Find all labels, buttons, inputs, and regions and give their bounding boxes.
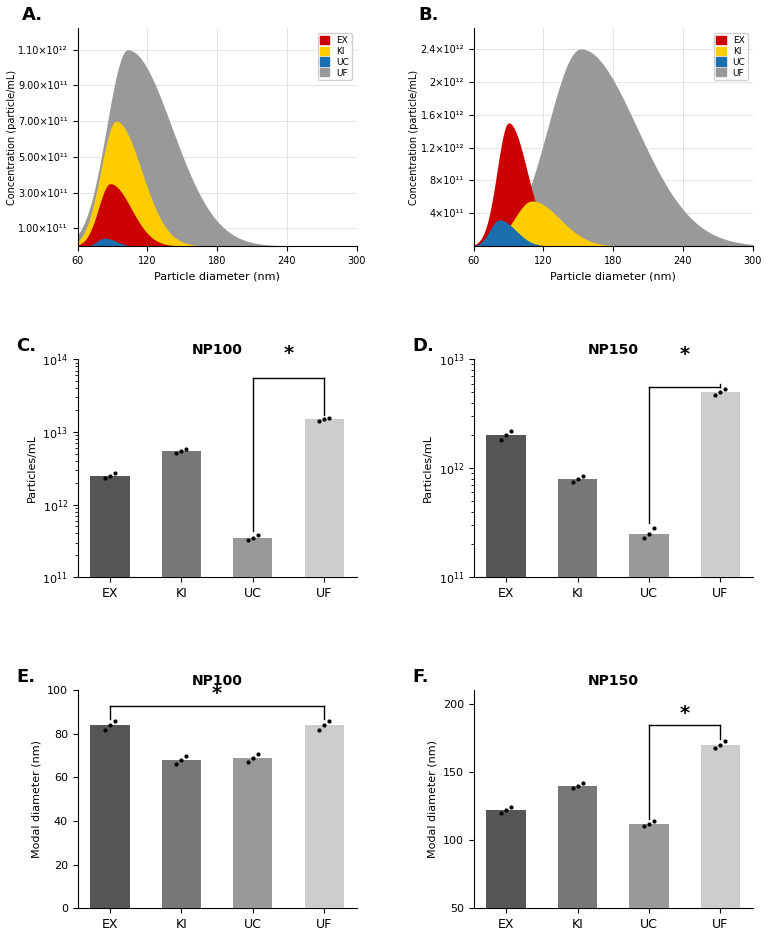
- Text: E.: E.: [16, 668, 36, 686]
- Y-axis label: Modal diameter (nm): Modal diameter (nm): [31, 741, 41, 858]
- Text: *: *: [680, 704, 690, 723]
- Title: NP150: NP150: [587, 674, 639, 688]
- Bar: [161, 760, 201, 908]
- Bar: [233, 758, 272, 908]
- Bar: [487, 810, 525, 946]
- Title: NP100: NP100: [192, 342, 243, 357]
- Bar: [305, 419, 344, 946]
- Y-axis label: Modal diameter (nm): Modal diameter (nm): [428, 741, 438, 858]
- Bar: [161, 451, 201, 946]
- Legend: EX, KI, UC, UF: EX, KI, UC, UF: [317, 33, 352, 80]
- Bar: [233, 537, 272, 946]
- Bar: [701, 393, 740, 946]
- Text: D.: D.: [412, 337, 435, 355]
- Y-axis label: Particles/mL: Particles/mL: [423, 434, 433, 502]
- Text: A.: A.: [22, 6, 43, 24]
- Text: C.: C.: [16, 337, 36, 355]
- Bar: [487, 435, 525, 946]
- Bar: [90, 726, 130, 908]
- Text: B.: B.: [418, 6, 438, 24]
- Text: *: *: [680, 345, 690, 364]
- Bar: [629, 824, 669, 946]
- Text: F.: F.: [412, 668, 429, 686]
- Bar: [558, 479, 598, 946]
- Y-axis label: Particles/mL: Particles/mL: [26, 434, 36, 502]
- Bar: [629, 534, 669, 946]
- Text: *: *: [212, 685, 222, 704]
- X-axis label: Particle diameter (nm): Particle diameter (nm): [550, 272, 676, 281]
- Legend: EX, KI, UC, UF: EX, KI, UC, UF: [714, 33, 748, 80]
- Y-axis label: Concentration (particle/mL): Concentration (particle/mL): [7, 70, 17, 205]
- Bar: [90, 476, 130, 946]
- X-axis label: Particle diameter (nm): Particle diameter (nm): [154, 272, 280, 281]
- Title: NP150: NP150: [587, 342, 639, 357]
- Bar: [558, 786, 598, 946]
- Bar: [701, 745, 740, 946]
- Text: *: *: [283, 343, 293, 362]
- Bar: [305, 726, 344, 908]
- Y-axis label: Concentration (particle/mL): Concentration (particle/mL): [409, 70, 419, 205]
- Title: NP100: NP100: [192, 674, 243, 688]
